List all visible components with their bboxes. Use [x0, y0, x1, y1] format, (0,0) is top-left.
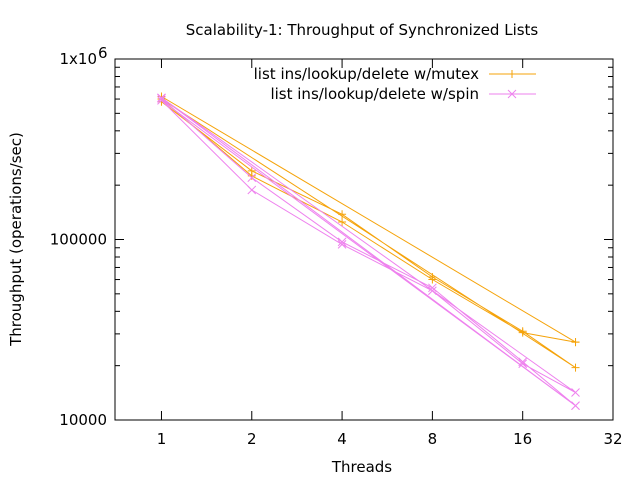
legend-marker — [508, 70, 516, 78]
legend-label: list ins/lookup/delete w/spin — [270, 85, 479, 103]
series-layer — [157, 92, 580, 411]
data-point — [518, 328, 527, 337]
data-point — [428, 275, 437, 284]
x-tick-label: 4 — [337, 430, 347, 448]
x-tick-label: 8 — [428, 430, 438, 448]
data-point — [571, 338, 580, 347]
x-tick-label: 32 — [603, 430, 622, 448]
y-tick-label: 1x10 — [59, 50, 97, 68]
chart-title: Scalability-1: Throughput of Synchronize… — [186, 21, 539, 39]
y-tick-label: 10000 — [59, 411, 107, 429]
x-axis: 1 2 4 8 16 32 — [157, 59, 623, 448]
series-2 — [157, 93, 580, 411]
legend: list ins/lookup/delete w/mutex list ins/l… — [254, 65, 536, 103]
series-line — [161, 96, 576, 369]
data-point — [338, 218, 347, 227]
data-point — [157, 93, 166, 103]
x-tick-label: 1 — [157, 430, 167, 448]
data-point — [247, 173, 257, 183]
legend-marker — [507, 89, 517, 99]
x-tick-label: 16 — [513, 430, 532, 448]
x-axis-label: Threads — [331, 458, 392, 476]
data-point — [337, 237, 347, 247]
data-point — [571, 401, 580, 411]
data-point — [157, 92, 166, 101]
data-point — [338, 210, 347, 219]
data-point — [518, 357, 528, 367]
legend-label: list ins/lookup/delete w/mutex — [254, 65, 479, 83]
data-point — [247, 185, 257, 195]
series-1 — [157, 92, 580, 372]
y-axis-label: Throughput (operations/sec) — [7, 132, 25, 347]
y-tick-exponent: 6 — [98, 44, 108, 62]
x-tick-label: 2 — [247, 430, 257, 448]
data-point — [428, 283, 437, 293]
data-point — [157, 96, 166, 105]
data-point — [571, 363, 580, 372]
data-point — [428, 286, 437, 296]
y-tick-label: 100000 — [50, 231, 107, 249]
series-line — [161, 97, 576, 407]
data-point — [518, 359, 528, 369]
y-axis: 10000 100000 1x10 6 — [50, 44, 613, 429]
data-point — [337, 239, 347, 249]
data-point — [571, 388, 580, 397]
